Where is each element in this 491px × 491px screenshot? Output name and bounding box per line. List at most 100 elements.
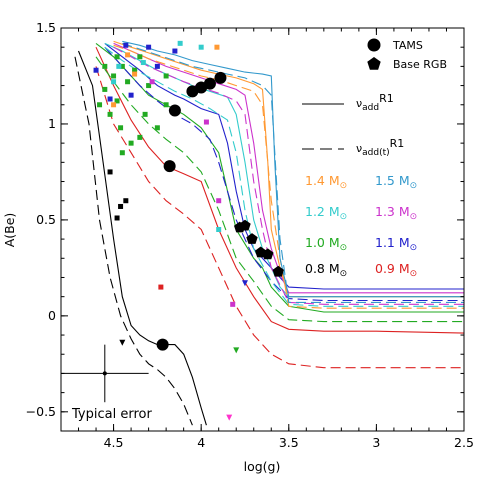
mass-legend-entry: 1.1 M⊙ xyxy=(375,235,417,253)
star-point xyxy=(216,227,222,232)
typical-error-annotation: Typical error xyxy=(61,344,152,422)
tams-point xyxy=(214,71,227,84)
mass-legend-entry: 1.4 M⊙ xyxy=(305,173,347,191)
mass-legend-entry: 1.5 M⊙ xyxy=(375,173,417,191)
model-curve-1-2-dashed xyxy=(104,46,464,307)
star-point xyxy=(93,67,99,73)
legend-tams-label: TAMS xyxy=(392,39,423,52)
mass-legend: 1.4 M⊙ 1.5 M⊙ 1.2 M⊙ 1.3 M⊙ 1.0 M⊙ 1.1 M⊙ 0.8 … xyxy=(305,173,417,279)
model-curve-0-8-dashed xyxy=(74,56,193,426)
star-point xyxy=(163,73,169,79)
star-point xyxy=(119,150,125,156)
star-point xyxy=(128,92,134,98)
star-point xyxy=(146,83,152,89)
y-axis-label: A(Be) xyxy=(2,213,17,248)
model-curves xyxy=(74,40,464,426)
star-point xyxy=(114,98,120,104)
model-curve-1-dashed xyxy=(95,56,464,323)
star-point xyxy=(102,63,108,69)
star-point xyxy=(111,102,117,108)
star-point xyxy=(142,111,148,117)
star-point xyxy=(107,96,113,102)
mass-legend-entry: 0.9 M⊙ xyxy=(375,261,417,279)
star-point xyxy=(172,48,178,54)
star-point xyxy=(107,169,113,175)
model-curve-1-3-solid xyxy=(113,42,464,294)
star-point xyxy=(128,140,134,146)
star-upper-limit xyxy=(119,339,126,346)
axis-ticks: 4.5 4 3.5 3 2.5 1.5 1 0.5 0 −0.5 xyxy=(26,20,474,450)
legend-solid-label: νaddR1 xyxy=(356,92,394,113)
star-point xyxy=(97,102,103,108)
star-point xyxy=(102,86,108,92)
star-point xyxy=(132,71,138,77)
plot-frame xyxy=(60,27,465,432)
star-upper-limit xyxy=(233,347,240,354)
star-point xyxy=(203,119,209,125)
star-point xyxy=(137,134,143,140)
legend-dashed-label: νadd(t)R1 xyxy=(356,137,404,158)
star-point xyxy=(118,125,124,131)
legend-tams-marker xyxy=(367,38,381,52)
star-point xyxy=(230,301,236,307)
legend: TAMS Base RGB νaddR1 νadd(t)R1 1.4 M⊙ 1.5… xyxy=(302,38,447,279)
base-rgb-point xyxy=(262,248,274,260)
y-tick-label: −0.5 xyxy=(26,404,56,419)
x-tick-label: 4 xyxy=(197,435,205,450)
model-curve-0-9-dashed xyxy=(95,66,464,369)
tams-point xyxy=(203,77,216,90)
star-point xyxy=(114,54,120,60)
star-points xyxy=(93,40,248,421)
star-point xyxy=(198,44,204,50)
star-point xyxy=(146,44,152,50)
model-curve-1-5-solid xyxy=(122,40,464,298)
star-point xyxy=(107,111,113,117)
star-point xyxy=(125,79,131,85)
model-curve-0-9-solid xyxy=(95,46,464,334)
typical-error-label: Typical error xyxy=(71,407,152,422)
x-axis-label: log(g) xyxy=(244,459,281,474)
tams-rgb-markers xyxy=(156,71,284,351)
y-tick-label: 1 xyxy=(48,116,56,131)
star-point xyxy=(149,79,155,85)
star-point xyxy=(132,67,138,73)
star-point xyxy=(114,215,120,221)
x-tick-label: 3.5 xyxy=(279,435,299,450)
mass-legend-entry: 1.2 M⊙ xyxy=(305,204,347,222)
model-curve-0-8-solid xyxy=(77,50,207,426)
x-tick-label: 2.5 xyxy=(454,435,474,450)
model-curve-1-5-dashed xyxy=(122,42,464,303)
star-point xyxy=(116,63,122,69)
star-point xyxy=(123,198,129,204)
y-tick-label: 1.5 xyxy=(36,20,56,35)
star-point xyxy=(111,79,117,85)
x-tick-label: 4.5 xyxy=(104,435,124,450)
mass-legend-entry: 0.8 M⊙ xyxy=(305,261,347,279)
model-curve-1-1-dashed xyxy=(104,46,464,302)
star-point xyxy=(123,42,129,48)
base-rgb-point xyxy=(239,219,251,231)
star-point xyxy=(158,284,164,290)
star-upper-limit xyxy=(241,280,248,287)
star-point xyxy=(140,60,146,66)
y-tick-label: 0 xyxy=(48,308,56,323)
star-point xyxy=(163,102,169,108)
legend-rgb-label: Base RGB xyxy=(393,58,447,71)
y-tick-label: 0.5 xyxy=(36,212,56,227)
star-point xyxy=(154,63,160,69)
star-point xyxy=(137,54,143,60)
star-point xyxy=(214,44,220,50)
star-point xyxy=(216,198,222,204)
star-point xyxy=(177,40,183,46)
x-tick-label: 3 xyxy=(372,435,380,450)
model-curve-1-3-dashed xyxy=(113,46,464,305)
legend-rgb-marker xyxy=(367,57,381,70)
star-point xyxy=(119,63,125,69)
base-rgb-point xyxy=(272,265,284,277)
tams-point xyxy=(156,338,169,351)
tams-point xyxy=(163,160,176,173)
star-point xyxy=(118,203,124,209)
star-point xyxy=(125,52,131,58)
base-rgb-point xyxy=(246,233,258,244)
